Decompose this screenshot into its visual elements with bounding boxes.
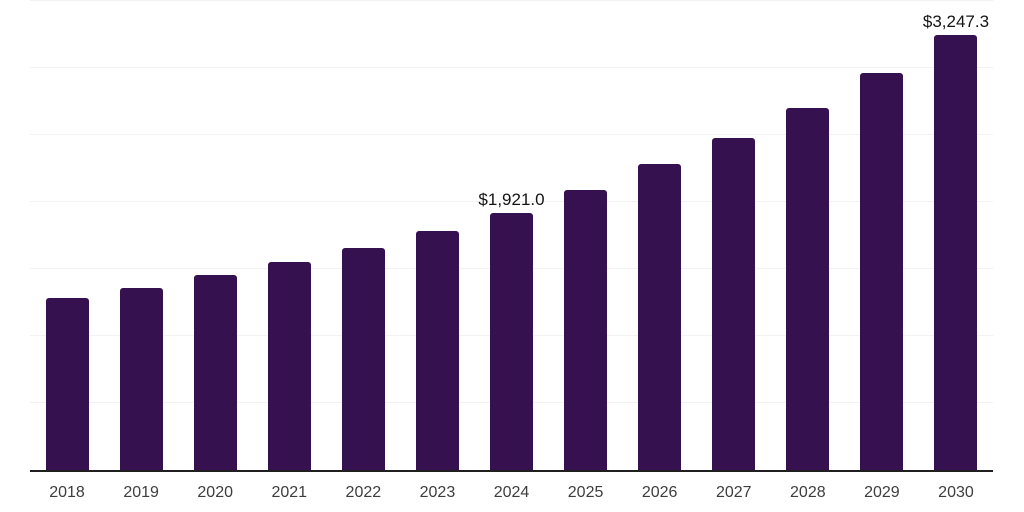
gridline xyxy=(30,0,993,1)
bar-slot-2020 xyxy=(178,1,252,470)
bars-row: $1,921.0 $3,247.3 xyxy=(30,1,993,470)
x-tick-label-2019: 2019 xyxy=(123,484,159,501)
bar-2020 xyxy=(193,275,237,470)
bar-2027 xyxy=(712,138,756,470)
x-tick-label-2027: 2027 xyxy=(715,484,752,501)
x-tick-label-2018: 2018 xyxy=(49,484,85,501)
bar-slot-2019 xyxy=(104,1,178,470)
bar-slot-2026 xyxy=(623,1,697,470)
x-tick-label-2021: 2021 xyxy=(271,484,308,501)
bar-slot-2018 xyxy=(30,1,104,470)
x-tick-label-2026: 2026 xyxy=(641,484,678,501)
bar-2026 xyxy=(638,163,682,470)
bar-slot-2023 xyxy=(400,1,474,470)
x-tick-label-2024: 2024 xyxy=(493,484,530,501)
gridline xyxy=(30,67,993,68)
bar-2022 xyxy=(341,247,385,470)
value-label-2024: $1,921.0 xyxy=(478,190,545,210)
bar-slot-2024: $1,921.0 xyxy=(474,1,548,470)
bar-2029 xyxy=(860,72,904,470)
x-tick-label-2028: 2028 xyxy=(790,484,826,501)
bar-2028 xyxy=(786,107,830,470)
bar-slot-2030: $3,247.3 xyxy=(919,1,993,470)
bar-2018 xyxy=(45,298,89,470)
x-tick-label-2025: 2025 xyxy=(567,484,604,501)
bar-slot-2022 xyxy=(326,1,400,470)
bar-slot-2027 xyxy=(697,1,771,470)
bar-2024: $1,921.0 xyxy=(478,190,545,470)
x-tick-label-2029: 2029 xyxy=(864,484,900,501)
bar-2021 xyxy=(267,262,311,470)
bar-2023 xyxy=(415,230,459,470)
bar-slot-2028 xyxy=(771,1,845,470)
bar-slot-2021 xyxy=(252,1,326,470)
bar-slot-2025 xyxy=(549,1,623,470)
x-tick-label-2023: 2023 xyxy=(419,484,456,501)
gridline xyxy=(30,134,993,135)
bar-2019 xyxy=(119,287,163,470)
x-tick-label-2030: 2030 xyxy=(938,484,974,501)
value-label-2030: $3,247.3 xyxy=(922,12,990,32)
gridline xyxy=(30,201,993,202)
x-axis-tick-labels: 2018 2019 2020 2021 2022 2023 2024 2025 2026 2027… xyxy=(30,483,993,502)
x-axis-line xyxy=(30,470,993,472)
x-tick-label-2020: 2020 xyxy=(197,484,233,501)
plot-area: $1,921.0 $3,247.3 xyxy=(30,0,993,470)
bar-2025 xyxy=(564,189,608,470)
bar-slot-2029 xyxy=(845,1,919,470)
x-tick-label-2022: 2022 xyxy=(345,484,382,501)
bar-2030: $3,247.3 xyxy=(923,12,989,470)
